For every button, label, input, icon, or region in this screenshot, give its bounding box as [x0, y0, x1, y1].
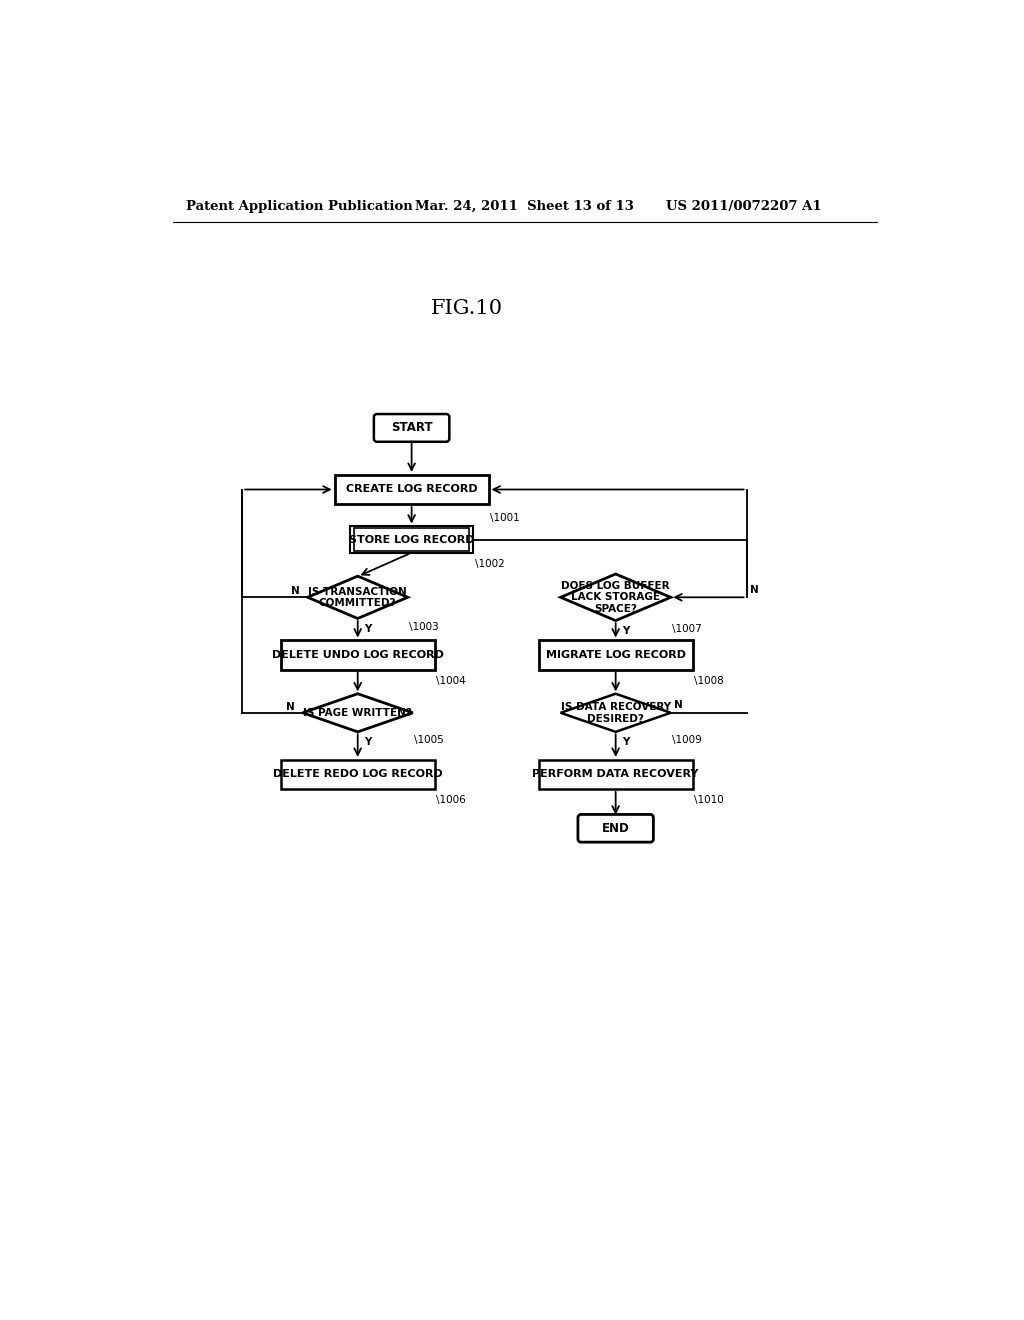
Text: \1003: \1003 — [410, 622, 439, 632]
Bar — [335, 475, 488, 504]
Text: Mar. 24, 2011  Sheet 13 of 13: Mar. 24, 2011 Sheet 13 of 13 — [416, 199, 634, 213]
Polygon shape — [560, 574, 671, 620]
Text: Y: Y — [622, 737, 629, 747]
Text: \1010: \1010 — [694, 795, 724, 805]
Polygon shape — [560, 694, 671, 731]
Text: IS DATA RECOVERY
DESIRED?: IS DATA RECOVERY DESIRED? — [560, 702, 671, 723]
Text: Patent Application Publication: Patent Application Publication — [186, 199, 413, 213]
Text: \1007: \1007 — [672, 624, 701, 634]
Text: STORE LOG RECORD: STORE LOG RECORD — [349, 535, 474, 545]
Text: N: N — [751, 585, 759, 594]
Text: N: N — [291, 586, 299, 597]
Text: START: START — [391, 421, 432, 434]
Text: MIGRATE LOG RECORD: MIGRATE LOG RECORD — [546, 649, 686, 660]
Text: END: END — [602, 822, 630, 834]
Text: US 2011/0072207 A1: US 2011/0072207 A1 — [666, 199, 821, 213]
Text: N: N — [674, 700, 683, 710]
Polygon shape — [303, 694, 413, 731]
Text: DOES LOG BUFFER
LACK STORAGE
SPACE?: DOES LOG BUFFER LACK STORAGE SPACE? — [561, 581, 670, 614]
Text: Y: Y — [364, 624, 372, 634]
Text: \1005: \1005 — [414, 735, 443, 744]
Bar — [281, 640, 435, 669]
Text: \1006: \1006 — [436, 795, 466, 805]
Text: IS TRANSACTION
COMMITTED?: IS TRANSACTION COMMITTED? — [308, 586, 408, 609]
Bar — [539, 640, 692, 669]
Text: \1009: \1009 — [672, 735, 701, 744]
FancyBboxPatch shape — [374, 414, 450, 442]
Text: Y: Y — [364, 737, 372, 747]
Text: CREATE LOG RECORD: CREATE LOG RECORD — [346, 484, 477, 495]
Bar — [350, 527, 473, 553]
Text: IS PAGE WRITTEN?: IS PAGE WRITTEN? — [303, 708, 412, 718]
Text: PERFORM DATA RECOVERY: PERFORM DATA RECOVERY — [532, 770, 698, 779]
Text: N: N — [286, 702, 295, 711]
Text: DELETE REDO LOG RECORD: DELETE REDO LOG RECORD — [272, 770, 442, 779]
Text: \1008: \1008 — [694, 676, 724, 686]
Polygon shape — [307, 576, 408, 619]
Text: DELETE UNDO LOG RECORD: DELETE UNDO LOG RECORD — [271, 649, 443, 660]
Text: \1002: \1002 — [475, 558, 505, 569]
Text: FIG.10: FIG.10 — [431, 300, 503, 318]
Bar — [281, 760, 435, 789]
Text: \1001: \1001 — [490, 513, 520, 523]
Bar — [354, 528, 469, 550]
FancyBboxPatch shape — [578, 814, 653, 842]
Text: Y: Y — [622, 626, 629, 636]
Bar — [539, 760, 692, 789]
Text: \1004: \1004 — [436, 676, 466, 686]
